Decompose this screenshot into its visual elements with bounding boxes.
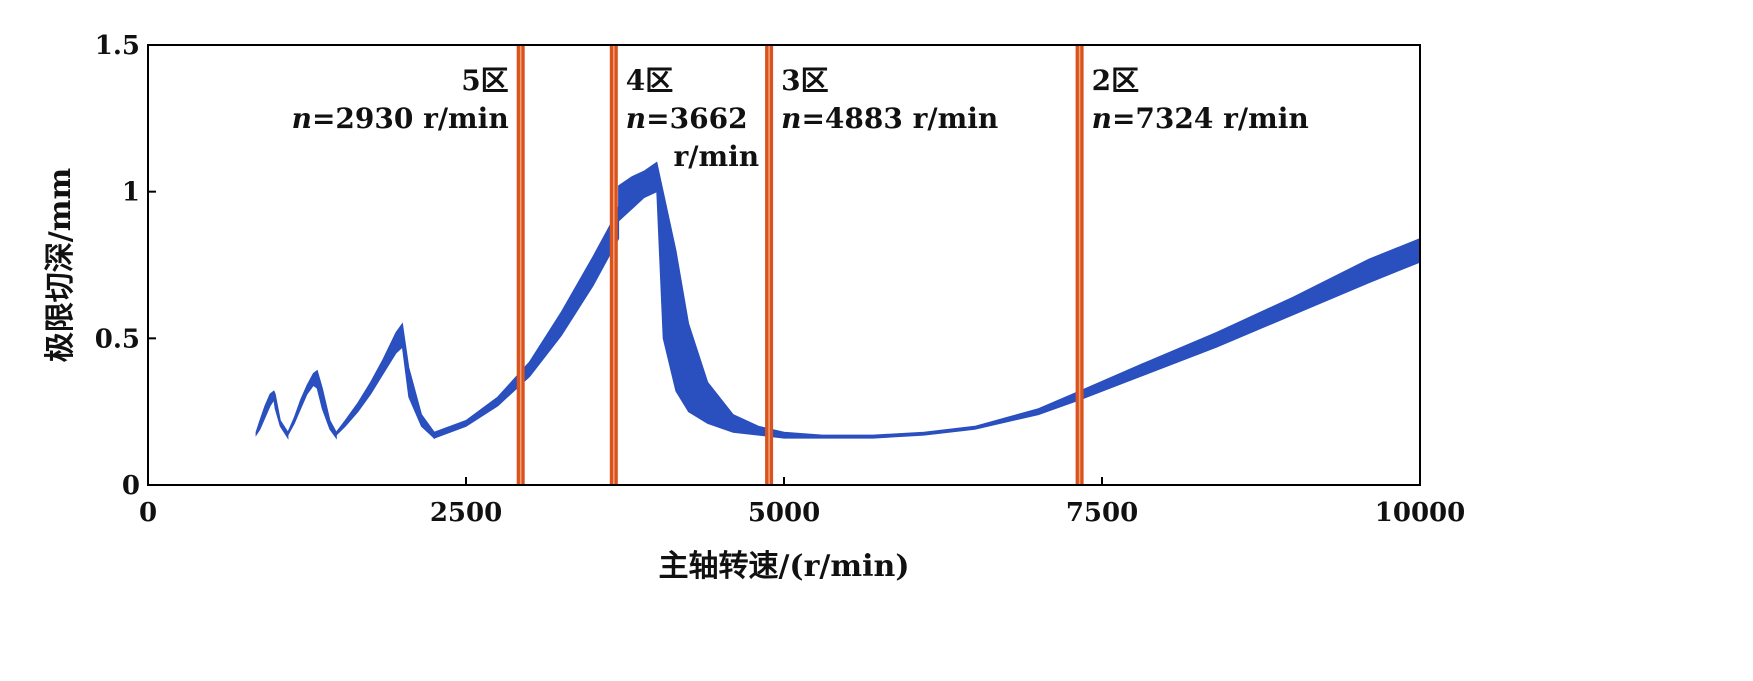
y-tick-label: 1.5 — [95, 31, 140, 61]
x-tick-label: 7500 — [1066, 498, 1138, 528]
zone-speed-label: n=4883 r/min — [781, 102, 998, 135]
stability-lobe-1 — [255, 390, 289, 440]
y-tick-label: 1 — [122, 178, 140, 208]
stability-lobe-2 — [287, 369, 337, 440]
x-tick-label: 5000 — [748, 498, 820, 528]
x-axis-label: 主轴转速/(r/min) — [658, 549, 909, 584]
x-tick-label: 0 — [139, 498, 157, 528]
band-layer — [255, 161, 1421, 440]
y-axis-label: 极限切深/mm — [43, 168, 78, 363]
zone-name-label: 4区 — [626, 64, 673, 97]
y-tick-label: 0 — [122, 471, 140, 501]
zone-name-label: 3区 — [781, 64, 828, 97]
zone-labels: 5区 n=2930 r/min 4区 n=3662 r/min 3区 n=4883 r/mi… — [292, 64, 1309, 173]
axis-ticks: 0 2500 5000 7500 10000 0 0.5 1 1.5 — [95, 31, 1465, 528]
stability-lobe-3 — [335, 322, 435, 440]
zone-speed-label: n=2930 r/min — [292, 102, 509, 135]
zone-name-label: 5区 — [461, 64, 508, 97]
zone-speed-unit: r/min — [674, 140, 760, 173]
zone-lines — [516, 45, 1084, 485]
x-tick-label: 2500 — [430, 498, 502, 528]
x-tick-label: 10000 — [1375, 498, 1465, 528]
zone-name-label: 2区 — [1092, 64, 1139, 97]
zone-speed-label: n=3662 — [626, 102, 748, 135]
stability-lobe-4 — [433, 206, 620, 439]
y-tick-label: 0.5 — [95, 324, 140, 354]
zone-speed-label: n=7324 r/min — [1092, 102, 1309, 135]
stability-lobe-5 — [618, 161, 1421, 439]
